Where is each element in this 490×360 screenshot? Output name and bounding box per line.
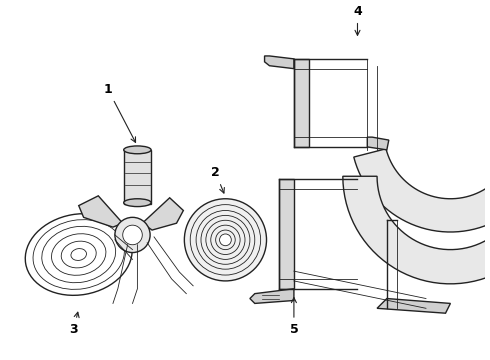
Polygon shape — [294, 59, 309, 147]
Polygon shape — [343, 176, 490, 284]
Polygon shape — [368, 137, 389, 150]
Text: 1: 1 — [104, 83, 136, 142]
Circle shape — [220, 234, 231, 246]
Ellipse shape — [123, 146, 151, 154]
Polygon shape — [79, 196, 122, 227]
Polygon shape — [354, 149, 490, 232]
Text: 3: 3 — [70, 312, 79, 336]
Bar — [123, 150, 151, 204]
Polygon shape — [265, 56, 294, 69]
Ellipse shape — [123, 199, 151, 207]
Text: 4: 4 — [353, 5, 362, 35]
Circle shape — [184, 199, 267, 281]
Polygon shape — [279, 179, 294, 289]
Polygon shape — [142, 198, 183, 230]
Text: 2: 2 — [211, 166, 224, 193]
Polygon shape — [250, 289, 294, 303]
Circle shape — [115, 217, 150, 253]
Text: 5: 5 — [290, 298, 298, 336]
Circle shape — [122, 225, 142, 245]
Polygon shape — [377, 298, 450, 313]
